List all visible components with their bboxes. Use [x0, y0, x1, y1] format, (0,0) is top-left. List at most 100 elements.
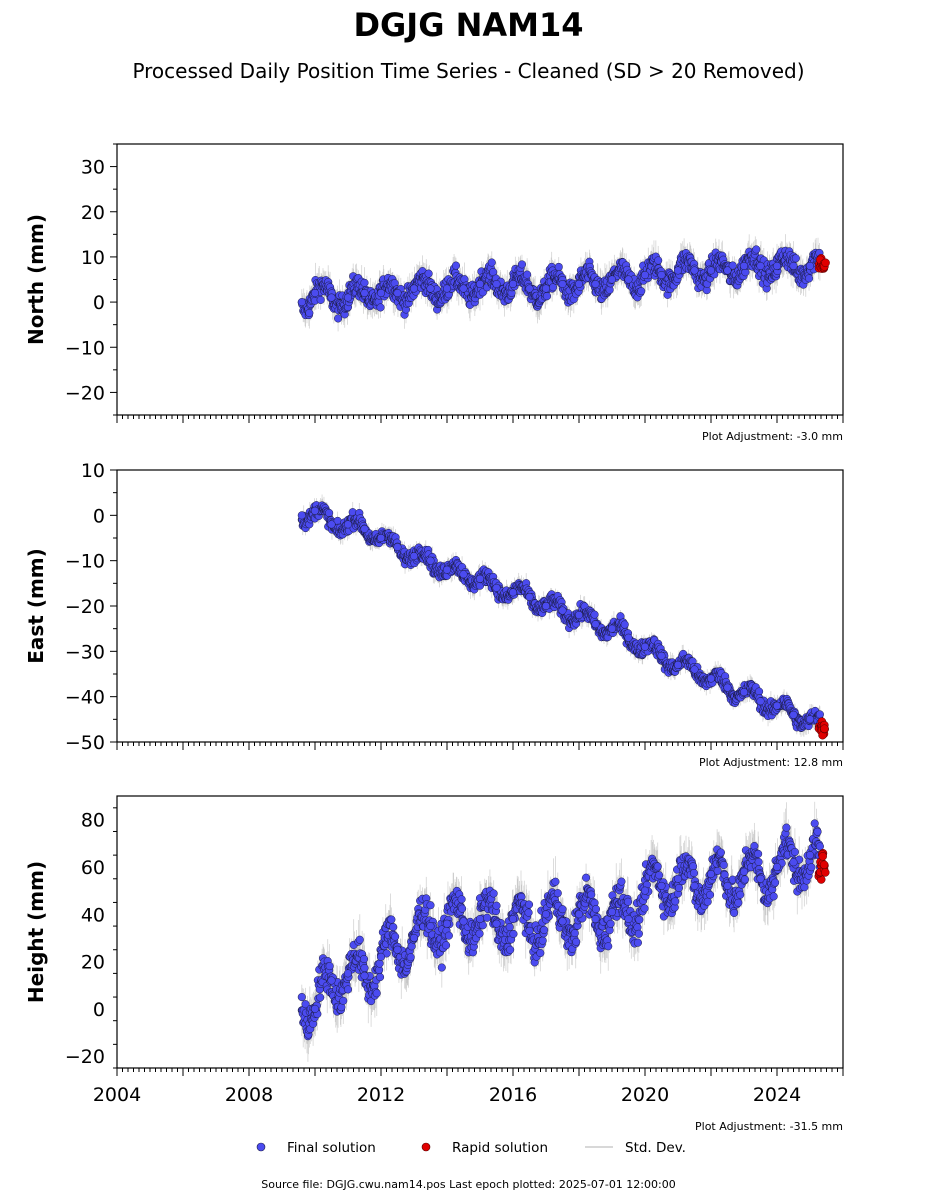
final-point — [409, 552, 419, 561]
y-tick-label: 10 — [81, 460, 105, 482]
final-point — [620, 620, 629, 629]
final-point — [637, 287, 646, 296]
final-point — [376, 289, 386, 298]
final-point — [459, 570, 468, 579]
final-point — [805, 261, 815, 271]
final-point — [541, 284, 551, 293]
east-final-points — [297, 501, 824, 733]
y-tick-label: −10 — [65, 337, 105, 359]
final-point — [673, 660, 683, 669]
final-point — [334, 314, 343, 323]
final-point — [690, 665, 699, 674]
final-point — [525, 592, 534, 601]
final-point — [343, 293, 353, 302]
final-point — [654, 256, 663, 265]
final-point — [739, 688, 749, 697]
final-point — [574, 611, 584, 620]
final-point — [542, 292, 551, 301]
y-tick-label: −20 — [65, 596, 105, 618]
y-tick-label: 30 — [81, 157, 105, 179]
final-point — [624, 275, 633, 284]
final-point — [805, 274, 814, 283]
north-rapid-points — [814, 254, 830, 273]
final-point — [316, 295, 325, 304]
east-y-axis-label: East (mm) — [24, 548, 48, 664]
final-point — [805, 715, 815, 724]
east-plot-area — [297, 494, 829, 740]
final-point — [640, 642, 650, 651]
height-plot-area — [297, 801, 830, 1062]
y-tick-label: 10 — [81, 247, 105, 269]
final-point — [426, 284, 435, 293]
final-point — [525, 284, 534, 293]
final-point — [492, 279, 501, 289]
final-point — [752, 245, 761, 254]
final-point — [508, 279, 518, 289]
east-rapid-points — [814, 717, 829, 740]
final-point — [297, 298, 306, 307]
final-point — [541, 601, 551, 611]
final-point — [297, 511, 306, 520]
final-point — [459, 284, 468, 293]
final-point — [728, 261, 737, 270]
final-point — [487, 258, 496, 267]
final-point — [475, 574, 485, 583]
final-point — [554, 262, 563, 271]
final-point — [791, 254, 800, 263]
final-point — [523, 270, 532, 279]
y-tick-label: 20 — [81, 202, 105, 224]
final-point — [376, 303, 385, 312]
final-point — [756, 697, 765, 706]
final-point — [772, 701, 782, 710]
final-point — [739, 261, 749, 271]
final-point — [343, 520, 353, 529]
final-point — [475, 279, 485, 289]
final-point — [310, 506, 320, 515]
north-panel: −20 −10 0 10 20 30 North (mm) Plot Adjustment: … — [24, 143, 844, 443]
final-point — [723, 683, 732, 692]
chart-subtitle: Processed Daily Position Time Series - C… — [132, 59, 804, 83]
final-point — [558, 606, 567, 615]
final-point — [327, 520, 336, 529]
final-point — [706, 674, 716, 683]
final-point — [789, 261, 798, 271]
final-point — [508, 588, 518, 597]
y-tick-label: 0 — [93, 505, 105, 527]
north-y-axis-label: North (mm) — [24, 214, 48, 345]
final-point — [360, 278, 369, 287]
chart-title: DGJG NAM14 — [353, 6, 583, 44]
final-point — [706, 266, 716, 275]
final-point — [426, 556, 435, 565]
final-point — [607, 275, 617, 284]
final-point — [772, 261, 782, 271]
final-point — [657, 270, 666, 280]
y-tick-label: −30 — [65, 641, 105, 663]
final-point — [327, 293, 336, 302]
final-point — [517, 260, 527, 269]
final-point — [789, 710, 798, 719]
final-point — [756, 261, 765, 271]
final-point — [574, 279, 584, 289]
final-point — [607, 624, 617, 633]
east-plot-adjustment: Plot Adjustment: 12.8 mm — [699, 756, 843, 769]
final-point — [591, 620, 600, 629]
y-tick-label: −50 — [65, 732, 105, 754]
final-point — [310, 289, 320, 298]
final-point — [755, 687, 764, 696]
final-point — [442, 284, 452, 293]
y-tick-label: −10 — [65, 551, 105, 573]
y-tick-label: −40 — [65, 687, 105, 709]
final-point — [305, 308, 314, 318]
final-point — [815, 710, 824, 719]
final-point — [558, 279, 567, 289]
final-point — [591, 279, 600, 289]
final-point — [451, 261, 461, 270]
final-point — [424, 269, 433, 278]
final-point — [409, 284, 419, 293]
final-point — [442, 565, 452, 574]
final-point — [492, 583, 501, 592]
final-point — [393, 543, 402, 552]
rapid-point — [820, 724, 829, 733]
north-plot-adjustment: Plot Adjustment: -3.0 mm — [702, 430, 843, 443]
